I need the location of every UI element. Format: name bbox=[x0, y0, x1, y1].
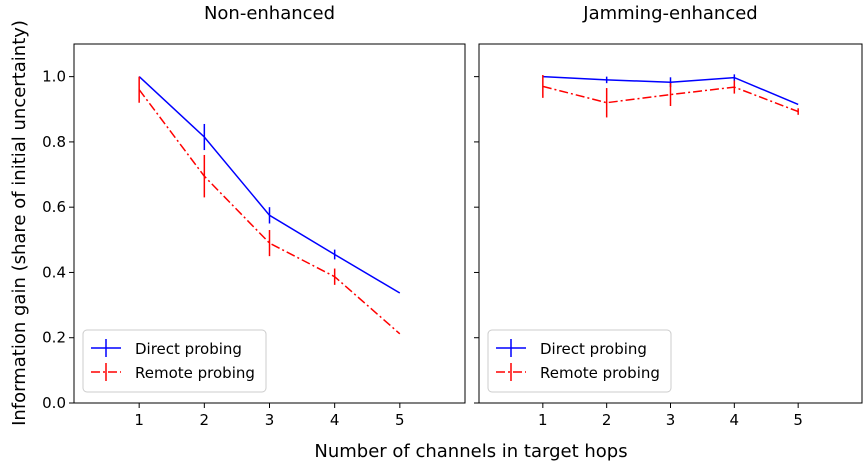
axes-frame bbox=[73, 43, 466, 404]
y-tick-label: 0.2 bbox=[42, 329, 66, 347]
x-tick-label: 1 bbox=[538, 411, 548, 429]
x-tick-label: 1 bbox=[134, 411, 144, 429]
x-tick-label: 5 bbox=[793, 411, 803, 429]
y-tick-label: 0.0 bbox=[42, 394, 66, 412]
x-tick-label: 2 bbox=[602, 411, 612, 429]
x-tick-label: 3 bbox=[265, 411, 275, 429]
panel-1: Non-enhanced 1 2 3 4 5 0.0 0.2 0.4 0.6 0.8 1.0 Direc… bbox=[42, 3, 466, 429]
y-axis-label: Information gain (share of initial uncer… bbox=[9, 20, 30, 426]
x-tick-label: 5 bbox=[395, 411, 405, 429]
legend-label: Direct probing bbox=[135, 340, 242, 358]
x-axis-label: Number of channels in target hops bbox=[314, 441, 627, 462]
axes-frame bbox=[478, 43, 863, 404]
legend-box bbox=[487, 329, 672, 393]
legend-box bbox=[82, 329, 267, 393]
series-line-1 bbox=[138, 76, 401, 294]
y-tick-label: 1.0 bbox=[42, 68, 66, 86]
x-tick-label: 4 bbox=[730, 411, 740, 429]
legend-label: Direct probing bbox=[540, 340, 647, 358]
series-line-2 bbox=[542, 85, 799, 113]
panel-title: Jamming-enhanced bbox=[582, 3, 757, 24]
x-tick-label: 4 bbox=[330, 411, 340, 429]
legend-label: Remote probing bbox=[135, 364, 255, 382]
legend: Direct probing Remote probing bbox=[487, 329, 672, 393]
y-tick-label: 0.8 bbox=[42, 133, 66, 151]
y-tick-label: 0.6 bbox=[42, 198, 66, 216]
legend-label: Remote probing bbox=[540, 364, 660, 382]
legend: Direct probing Remote probing bbox=[82, 329, 267, 393]
x-tick-label: 2 bbox=[200, 411, 210, 429]
y-tick-label: 0.4 bbox=[42, 263, 66, 281]
x-tick-label: 3 bbox=[666, 411, 676, 429]
panel-2: Jamming-enhanced 1 2 3 4 5 Direct probing Remot… bbox=[474, 3, 863, 429]
panel-title: Non-enhanced bbox=[204, 3, 335, 24]
series-line-2 bbox=[138, 89, 401, 335]
